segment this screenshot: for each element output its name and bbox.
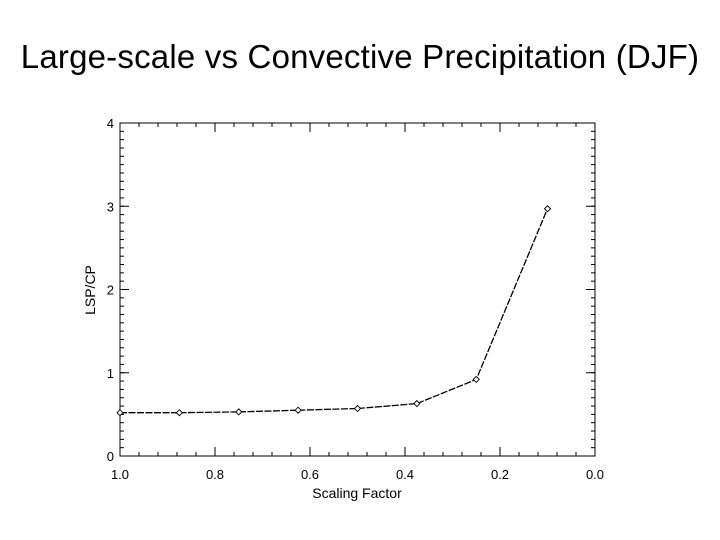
y-axis-label: LSP/CP: [82, 265, 98, 315]
x-tick-label: 0.8: [206, 467, 224, 482]
data-point-marker: [294, 406, 302, 414]
y-tick-label: 4: [107, 116, 114, 131]
data-point-marker: [413, 399, 421, 408]
x-tick-label: 0.0: [586, 467, 604, 482]
tick-labels: 1.0 0.8 0.6 0.4 0.2 0.0 0 1 2 3 4: [107, 116, 604, 482]
data-point-marker: [353, 404, 362, 413]
series-line: [120, 208, 549, 414]
y-tick-label: 2: [107, 283, 114, 298]
data-point-marker: [116, 409, 124, 417]
data-point-marker: [543, 205, 552, 213]
x-tick-label: 0.2: [491, 467, 509, 482]
axis-ticks: [119, 122, 596, 457]
data-point-marker: [235, 408, 243, 416]
data-point-marker: [472, 375, 480, 384]
x-axis-label: Scaling Factor: [312, 485, 402, 501]
x-tick-label: 0.6: [301, 467, 319, 482]
data-markers: [116, 205, 552, 417]
y-tick-label: 0: [107, 449, 114, 464]
data-point-marker: [175, 409, 184, 417]
x-tick-label: 0.4: [396, 467, 414, 482]
y-tick-label: 1: [107, 366, 114, 381]
x-tick-label: 1.0: [111, 467, 129, 482]
slide-title: Large-scale vs Convective Precipitation …: [20, 38, 700, 75]
y-tick-label: 3: [107, 199, 114, 214]
